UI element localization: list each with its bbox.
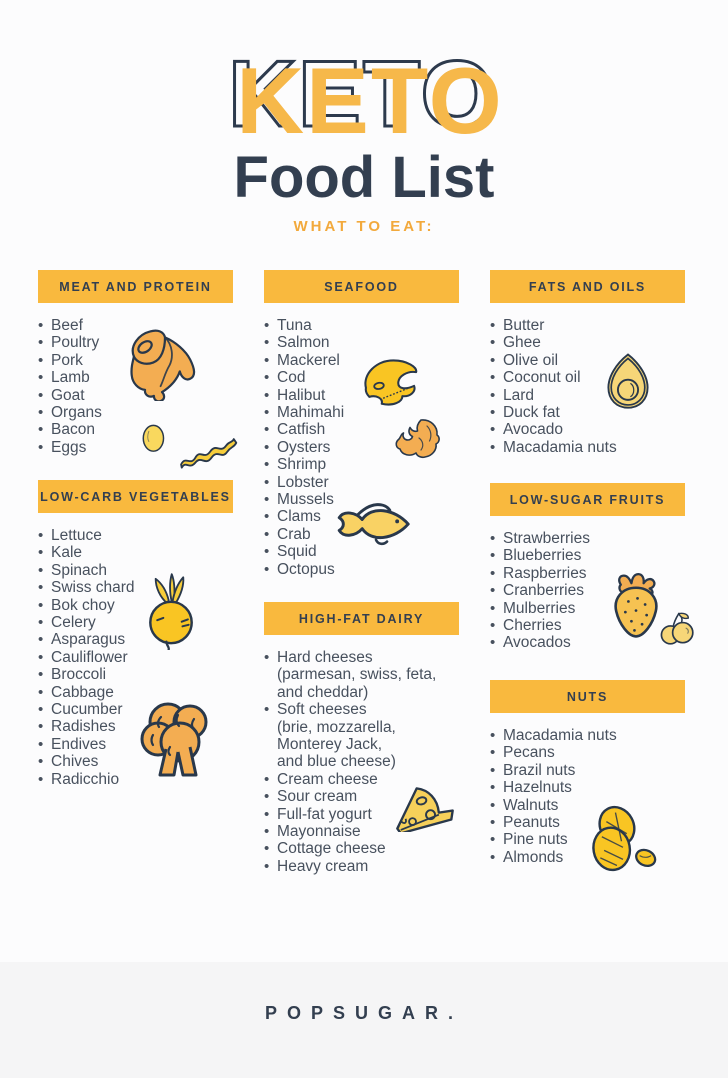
svg-text:KETO: KETO [236,48,503,149]
